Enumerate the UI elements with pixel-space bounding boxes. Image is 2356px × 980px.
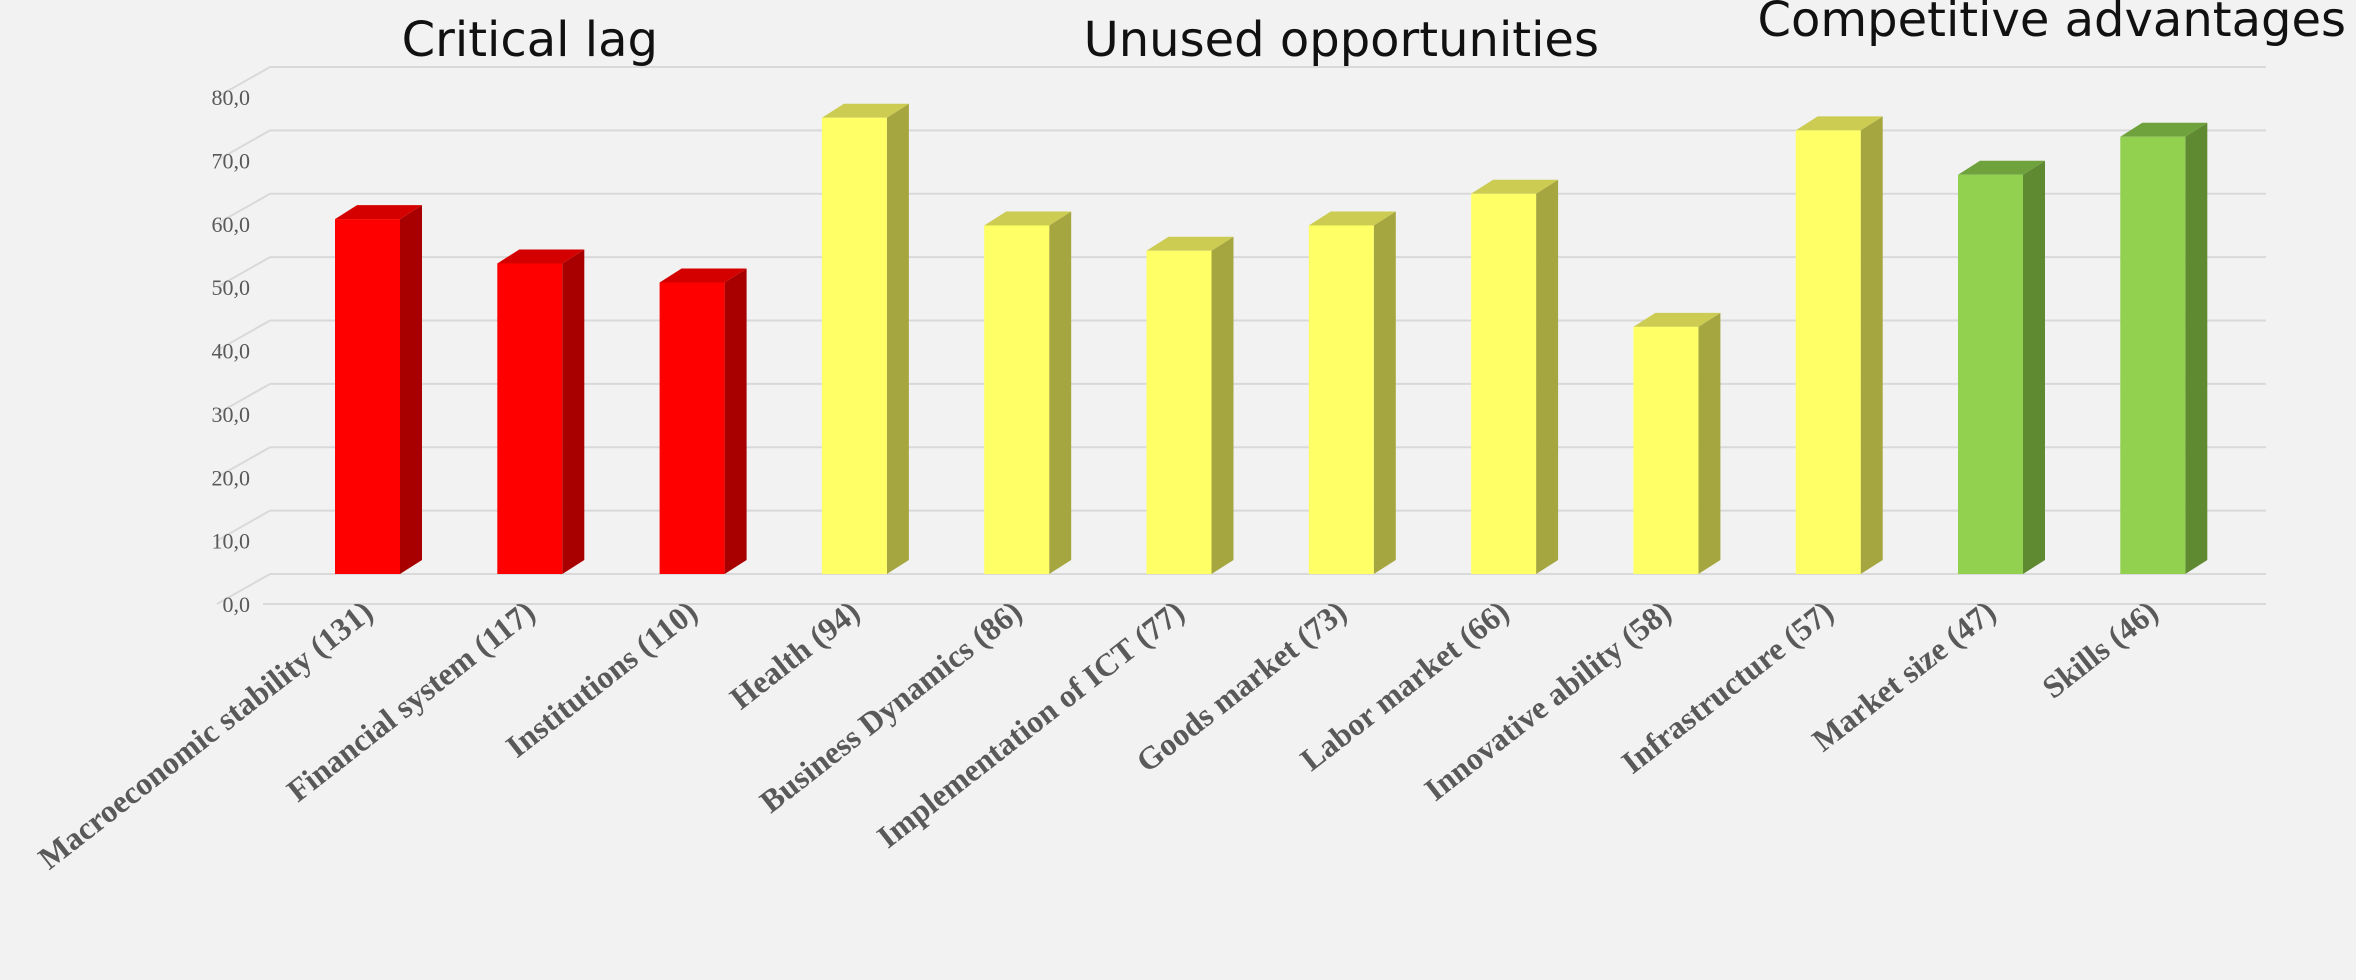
y-axis-ticks: 0,0 10,0 20,0 30,0 40,0 50,0 60,0 70,0 80,0: [212, 85, 251, 617]
bar: [1308, 211, 1396, 574]
gridline-depth: [216, 66, 271, 98]
gridline-depth: [216, 573, 271, 605]
bar-front: [1146, 250, 1212, 574]
y-tick-label: 30,0: [212, 402, 251, 427]
bar-front: [1958, 174, 2023, 575]
bar-side: [562, 249, 585, 574]
bar-front: [1795, 130, 1861, 574]
bar-front: [2120, 136, 2186, 574]
bar: [821, 103, 909, 574]
y-tick-label: 80,0: [212, 85, 251, 110]
bar-top: [1795, 116, 1883, 131]
gridline-depth: [216, 192, 271, 225]
y-tick-label: 70,0: [212, 148, 251, 173]
bar-front: [821, 117, 887, 574]
y-tick-label: 20,0: [212, 465, 251, 490]
bar-top: [335, 205, 422, 220]
group-titles: Critical lag Unused opportunities Competit…: [402, 0, 2346, 68]
bar-side: [400, 205, 422, 574]
bars: [335, 103, 2208, 575]
bar: [1471, 179, 1559, 574]
bar: [2120, 122, 2208, 575]
bar-side: [724, 268, 747, 574]
bar-front: [1471, 193, 1537, 574]
x-axis-labels: Macroeconomic stability (131)Financial s…: [31, 593, 2164, 876]
bar: [1633, 312, 1721, 574]
bar-top: [1308, 211, 1396, 226]
group-title: Critical lag: [402, 12, 658, 68]
category-label: Implementation of ICT (77): [870, 593, 1191, 855]
gridline-depth: [216, 509, 271, 542]
group-title: Unused opportunities: [1084, 12, 1599, 68]
bar: [335, 205, 422, 574]
bar-front: [984, 225, 1050, 574]
y-tick-label: 10,0: [212, 529, 251, 554]
bar-front: [335, 219, 400, 574]
bar-top: [821, 103, 909, 118]
gridline-depth: [216, 446, 271, 479]
gridline-depth: [216, 256, 271, 288]
gridline-depth: [216, 319, 271, 352]
bar-top: [1958, 160, 2045, 175]
bar-front: [1308, 225, 1374, 574]
bar-side: [886, 103, 909, 574]
bar-front: [497, 263, 563, 574]
y-tick-label: 40,0: [212, 339, 251, 364]
bar-side: [1211, 236, 1234, 574]
bar-side: [2023, 160, 2045, 575]
bar-side: [1698, 312, 1721, 574]
bar-side: [1373, 211, 1396, 574]
bar-side: [2185, 122, 2208, 575]
bar-side: [1536, 179, 1559, 574]
gridlines: [216, 66, 2266, 605]
category-label: Macroeconomic stability (131): [31, 593, 379, 876]
bar: [984, 211, 1072, 574]
bar-front: [1633, 326, 1699, 574]
bar: [497, 249, 585, 574]
bar: [659, 268, 747, 574]
bar-top: [1146, 236, 1234, 251]
bar-top: [497, 249, 585, 264]
bar: [1958, 160, 2045, 575]
bar-side: [1049, 211, 1072, 574]
category-label: Health (94): [723, 593, 866, 716]
y-tick-label: 60,0: [212, 212, 251, 237]
bar-top: [1633, 312, 1721, 327]
gridline-depth: [216, 129, 271, 162]
y-tick-label: 0,0: [223, 592, 251, 617]
category-label: Business Dynamics (86): [753, 593, 1029, 819]
bar-top: [984, 211, 1072, 226]
bar-top: [659, 268, 747, 283]
bar-side: [1860, 116, 1883, 574]
bar: [1146, 236, 1234, 574]
category-label: Skills (46): [2035, 593, 2164, 705]
bar-top: [2120, 122, 2208, 137]
y-tick-label: 50,0: [212, 275, 251, 300]
gridline-depth: [216, 383, 271, 415]
bar-top: [1471, 179, 1559, 194]
bar-front: [659, 282, 725, 574]
bar: [1795, 116, 1883, 574]
group-title: Competitive advantages: [1757, 0, 2346, 48]
